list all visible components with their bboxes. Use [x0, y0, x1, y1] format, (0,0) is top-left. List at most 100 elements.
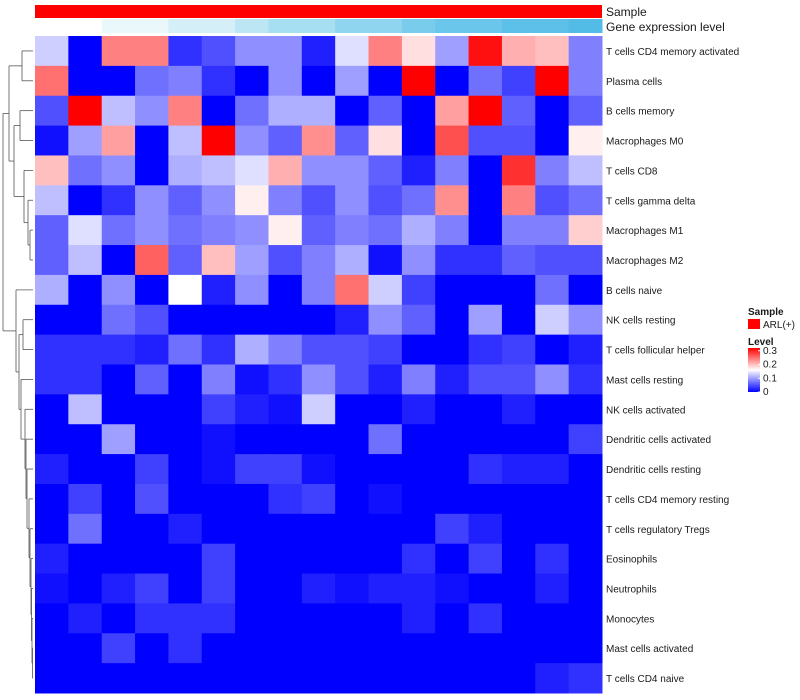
heatmap-cell: [535, 663, 570, 694]
heatmap-cell: [368, 454, 403, 485]
heatmap-cell: [501, 95, 536, 127]
heatmap-cell: [501, 274, 536, 306]
heatmap-cell: [168, 633, 203, 664]
heatmap-cell: [35, 364, 69, 395]
legend-level-colorbar: [748, 348, 760, 392]
gene-expression-track-cell: [235, 19, 269, 33]
heatmap-cell: [435, 155, 470, 186]
heatmap-cell: [35, 394, 69, 425]
heatmap-cell: [568, 603, 603, 634]
heatmap-cell: [268, 36, 303, 67]
heatmap-cell: [168, 454, 203, 485]
heatmap-cell: [468, 633, 503, 664]
heatmap-cell: [135, 334, 169, 365]
heatmap-cell: [368, 334, 403, 365]
heatmap-cell: [268, 125, 303, 156]
row-label: T cells follicular helper: [606, 346, 705, 357]
heatmap-cell: [501, 543, 536, 575]
heatmap-cell: [201, 543, 236, 575]
heatmap-cell: [401, 633, 436, 664]
heatmap-cell: [68, 483, 103, 515]
heatmap-cell: [35, 36, 69, 67]
gene-expression-track-cell: [101, 19, 136, 33]
heatmap-cell: [368, 394, 403, 425]
heatmap-cell: [468, 394, 503, 425]
heatmap-cell: [501, 424, 536, 455]
heatmap-cell: [168, 394, 203, 425]
heatmap-cell: [368, 513, 403, 545]
row-label: Macrophages M2: [606, 256, 684, 267]
heatmap-cell: [468, 125, 503, 156]
heatmap-cell: [301, 125, 336, 156]
heatmap-cell: [201, 633, 236, 664]
heatmap-cell: [435, 424, 470, 455]
heatmap-cell: [501, 185, 536, 216]
heatmap-cell: [235, 36, 269, 67]
heatmap-cell: [368, 215, 403, 246]
heatmap-cell: [301, 573, 336, 604]
heatmap-cell: [335, 603, 370, 634]
heatmap-cell: [235, 245, 269, 276]
heatmap-cell: [335, 424, 370, 455]
heatmap-cell: [301, 36, 336, 67]
heatmap-cell: [435, 663, 470, 694]
heatmap-cell: [235, 454, 269, 485]
heatmap-cell: [68, 394, 103, 425]
heatmap-cell: [501, 65, 536, 97]
heatmap-cell: [168, 185, 203, 216]
heatmap-cell: [268, 364, 303, 395]
row-label: T cells CD4 memory activated: [606, 47, 739, 58]
heatmap-cell: [535, 215, 570, 246]
heatmap-cell: [135, 155, 169, 186]
heatmap-cell: [235, 155, 269, 186]
heatmap-cell: [268, 573, 303, 604]
heatmap-cell: [401, 304, 436, 336]
heatmap-cell: [68, 513, 103, 545]
heatmap-cell: [268, 274, 303, 306]
heatmap-cell: [35, 125, 69, 156]
heatmap-cell: [401, 65, 436, 97]
gene-expression-track-cell: [35, 19, 69, 33]
heatmap-cell: [35, 95, 69, 127]
heatmap-cell: [368, 274, 403, 306]
heatmap-cell: [368, 95, 403, 127]
heatmap-cell: [135, 95, 169, 127]
heatmap-cell: [35, 573, 69, 604]
heatmap-cell: [135, 215, 169, 246]
heatmap-cell: [368, 185, 403, 216]
heatmap-cell: [401, 274, 436, 306]
heatmap-cell: [68, 304, 103, 336]
heatmap-cell: [568, 454, 603, 485]
heatmap-cell: [335, 245, 370, 276]
heatmap-cell: [35, 245, 69, 276]
gene-expression-track-cell: [135, 19, 169, 33]
heatmap-cell: [501, 454, 536, 485]
heatmap-cell: [468, 65, 503, 97]
heatmap-cell: [235, 603, 269, 634]
heatmap-cell: [301, 274, 336, 306]
heatmap-cell: [101, 483, 136, 515]
gene-expression-track-cell: [501, 19, 536, 33]
heatmap-cell: [68, 424, 103, 455]
heatmap-cell: [235, 633, 269, 664]
heatmap-cell: [535, 543, 570, 575]
heatmap-cell: [568, 245, 603, 276]
heatmap-cell: [168, 663, 203, 694]
heatmap-cell: [268, 603, 303, 634]
heatmap-cell: [368, 543, 403, 575]
heatmap-cell: [201, 215, 236, 246]
heatmap-cell: [135, 513, 169, 545]
heatmap-cell: [401, 334, 436, 365]
heatmap-cell: [201, 603, 236, 634]
heatmap-cell: [468, 334, 503, 365]
heatmap-cell: [135, 274, 169, 306]
heatmap-cell: [568, 424, 603, 455]
heatmap-cell: [168, 125, 203, 156]
heatmap-cell: [301, 155, 336, 186]
heatmap-cell: [468, 573, 503, 604]
heatmap-cell: [568, 573, 603, 604]
heatmap-cell: [135, 185, 169, 216]
heatmap-cell: [201, 424, 236, 455]
heatmap-cell: [568, 483, 603, 515]
